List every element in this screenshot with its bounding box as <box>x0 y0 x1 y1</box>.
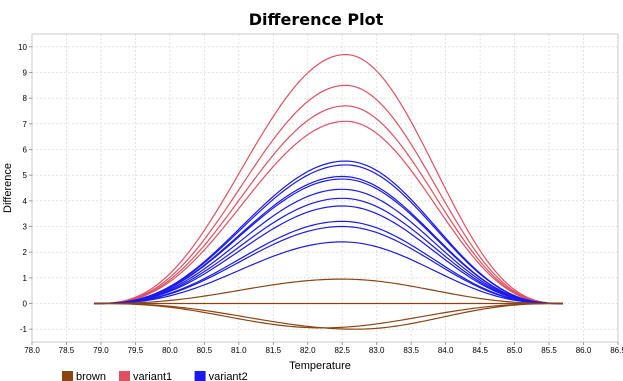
x-tick-label: 82.5 <box>334 346 350 355</box>
y-tick-label: 6 <box>23 146 28 155</box>
y-tick-label: 4 <box>23 197 28 206</box>
series-line-variant2 <box>94 241 563 305</box>
y-tick-label: 8 <box>23 94 28 103</box>
y-tick-label: 9 <box>23 69 28 78</box>
plot-area-border <box>31 33 619 343</box>
y-tick-label: 1 <box>23 274 28 283</box>
x-tick-label: 84.0 <box>438 346 454 355</box>
x-tick-label: 80.0 <box>162 346 178 355</box>
x-axis-ticks: 78.0 78.5 79.0 79.5 80.0 80.5 81.0 81.5 82.0 82.5… <box>24 342 623 355</box>
series-line-variant2 <box>94 225 563 305</box>
legend-label-brown: brown <box>76 371 106 381</box>
x-tick-label: 86.5 <box>610 346 623 355</box>
series-lines <box>94 53 563 330</box>
x-tick-label: 82.0 <box>300 346 316 355</box>
y-tick-label: 10 <box>18 43 27 52</box>
x-tick-label: 79.0 <box>93 346 109 355</box>
series-line-brown <box>94 302 563 330</box>
series-line-variant1 <box>94 120 563 305</box>
x-tick-label: 78.0 <box>24 346 40 355</box>
series-line-variant2 <box>94 188 563 305</box>
x-tick-label: 80.5 <box>197 346 213 355</box>
x-tick-label: 83.5 <box>403 346 419 355</box>
x-axis-label: Temperature <box>289 360 351 372</box>
x-tick-label: 84.5 <box>472 346 488 355</box>
legend-label-variant1: variant1 <box>133 371 172 381</box>
series-line-variant2 <box>94 197 563 305</box>
y-tick-label: -1 <box>20 325 28 334</box>
legend-swatch-brown <box>62 371 73 381</box>
series-line-variant1 <box>94 53 563 305</box>
legend-swatch-variant1 <box>119 371 130 381</box>
y-tick-label: 0 <box>23 300 28 309</box>
x-tick-label: 83.0 <box>369 346 385 355</box>
x-tick-label: 86.0 <box>576 346 592 355</box>
x-tick-label: 85.5 <box>541 346 557 355</box>
y-axis-ticks: -1 0 1 2 3 4 5 6 7 8 9 10 <box>18 43 32 334</box>
y-tick-label: 5 <box>23 171 28 180</box>
x-tick-label: 81.5 <box>266 346 282 355</box>
y-axis-label: Difference <box>2 163 14 213</box>
y-tick-label: 2 <box>23 248 28 257</box>
series-line-variant2 <box>94 178 563 305</box>
series-line-variant1 <box>94 105 563 305</box>
series-line-variant2 <box>94 205 563 305</box>
series-line-variant2 <box>94 220 563 305</box>
x-tick-label: 85.0 <box>507 346 523 355</box>
x-tick-label: 81.0 <box>231 346 247 355</box>
x-tick-label: 78.5 <box>59 346 75 355</box>
series-line-variant1 <box>94 84 563 305</box>
legend-label-variant2: variant2 <box>209 371 248 381</box>
series-line-variant2 <box>94 164 563 305</box>
legend-swatch-variant2 <box>194 371 206 381</box>
chart-title: Difference Plot <box>249 10 384 29</box>
y-tick-label: 7 <box>23 120 28 129</box>
y-tick-label: 3 <box>23 223 28 232</box>
series-line-brown <box>94 278 563 305</box>
x-tick-label: 79.5 <box>128 346 144 355</box>
chart-legend: brown variant1 variant2 <box>62 371 248 381</box>
